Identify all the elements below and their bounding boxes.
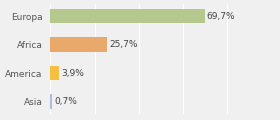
Bar [50, 66, 59, 81]
Bar [50, 9, 205, 23]
Text: 25,7%: 25,7% [109, 40, 138, 49]
Text: 69,7%: 69,7% [207, 12, 235, 21]
Bar [50, 37, 107, 52]
Text: 3,9%: 3,9% [61, 69, 84, 78]
Bar [50, 94, 52, 109]
Text: 0,7%: 0,7% [54, 97, 77, 106]
